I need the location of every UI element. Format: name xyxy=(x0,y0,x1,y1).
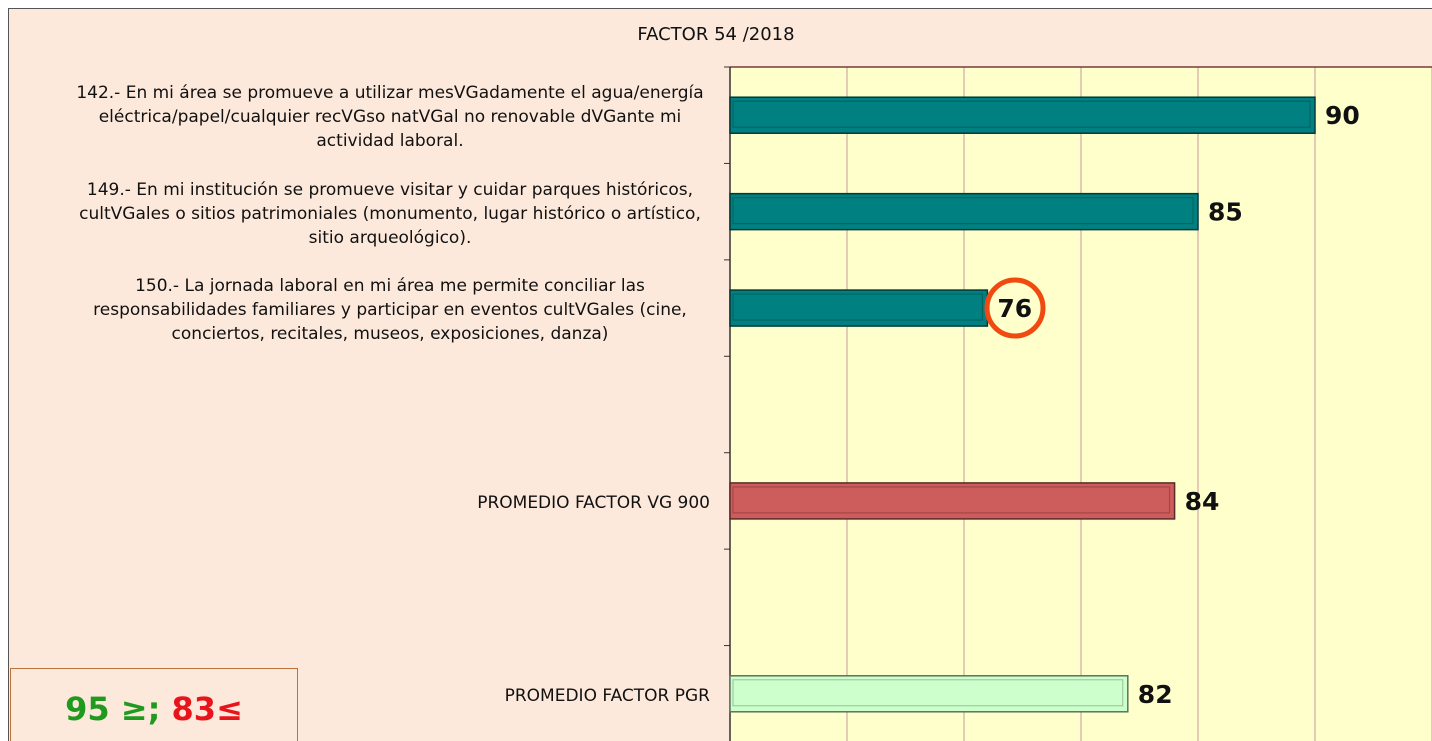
y-tick-label: 149.- En mi institución se promueve visi… xyxy=(79,179,701,248)
bar xyxy=(729,675,1129,713)
bar xyxy=(729,289,989,327)
y-tick-label: PROMEDIO FACTOR VG 900 xyxy=(477,492,710,513)
bar xyxy=(729,192,1199,231)
value-label: 84 xyxy=(1185,487,1220,516)
y-tick-label: 150.- La jornada laboral en mi área me p… xyxy=(93,276,687,345)
value-label: 90 xyxy=(1325,101,1360,130)
value-label: 76 xyxy=(997,294,1032,323)
chart-title: FACTOR 54 /2018 xyxy=(637,24,795,45)
legend-text: 83≤ xyxy=(171,690,243,728)
bar-bevel xyxy=(732,486,1171,514)
value-label: 82 xyxy=(1138,680,1173,709)
y-tick-label: 142.- En mi área se promueve a utilizar … xyxy=(76,83,704,152)
value-label: 85 xyxy=(1208,198,1243,227)
bar xyxy=(729,96,1316,134)
bar-bevel xyxy=(732,100,1311,128)
bar-bevel xyxy=(732,679,1124,707)
legend: 95 ≥; 83≤ xyxy=(10,668,298,741)
bar-bevel xyxy=(732,293,983,321)
y-tick-label: PROMEDIO FACTOR PGR xyxy=(504,685,710,706)
bar-bevel xyxy=(732,197,1194,225)
highlight-circle xyxy=(984,277,1046,339)
legend-text: 95 ≥; xyxy=(65,690,161,728)
bar xyxy=(729,482,1176,520)
